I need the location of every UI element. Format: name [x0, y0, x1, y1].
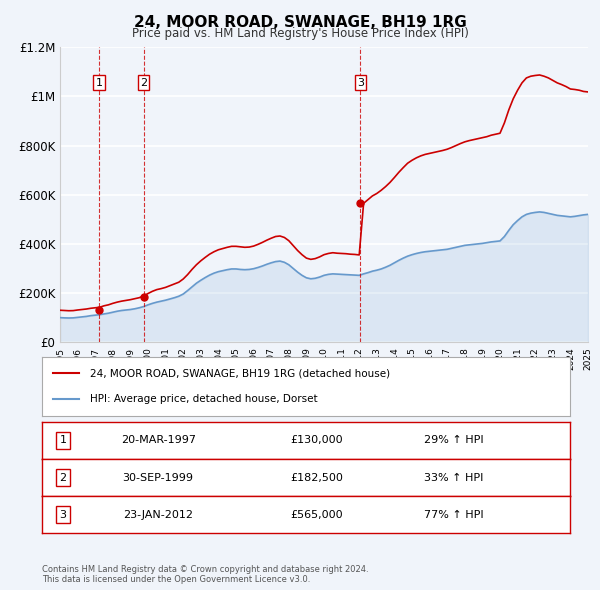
- Text: 29% ↑ HPI: 29% ↑ HPI: [424, 435, 484, 445]
- Text: 2: 2: [59, 473, 67, 483]
- Text: Contains HM Land Registry data © Crown copyright and database right 2024.
This d: Contains HM Land Registry data © Crown c…: [42, 565, 368, 584]
- Text: £565,000: £565,000: [290, 510, 343, 520]
- Text: 33% ↑ HPI: 33% ↑ HPI: [424, 473, 484, 483]
- Text: 1: 1: [59, 435, 67, 445]
- Text: 23-JAN-2012: 23-JAN-2012: [123, 510, 193, 520]
- Text: Price paid vs. HM Land Registry's House Price Index (HPI): Price paid vs. HM Land Registry's House …: [131, 27, 469, 40]
- Text: 77% ↑ HPI: 77% ↑ HPI: [424, 510, 484, 520]
- Text: 24, MOOR ROAD, SWANAGE, BH19 1RG: 24, MOOR ROAD, SWANAGE, BH19 1RG: [134, 15, 466, 30]
- Text: 20-MAR-1997: 20-MAR-1997: [121, 435, 196, 445]
- Text: 2: 2: [140, 78, 147, 87]
- Text: HPI: Average price, detached house, Dorset: HPI: Average price, detached house, Dors…: [89, 395, 317, 404]
- Text: £130,000: £130,000: [290, 435, 343, 445]
- Text: £182,500: £182,500: [290, 473, 343, 483]
- Text: 3: 3: [59, 510, 67, 520]
- Text: 30-SEP-1999: 30-SEP-1999: [122, 473, 194, 483]
- Text: 3: 3: [357, 78, 364, 87]
- Text: 24, MOOR ROAD, SWANAGE, BH19 1RG (detached house): 24, MOOR ROAD, SWANAGE, BH19 1RG (detach…: [89, 369, 389, 378]
- Text: 1: 1: [95, 78, 103, 87]
